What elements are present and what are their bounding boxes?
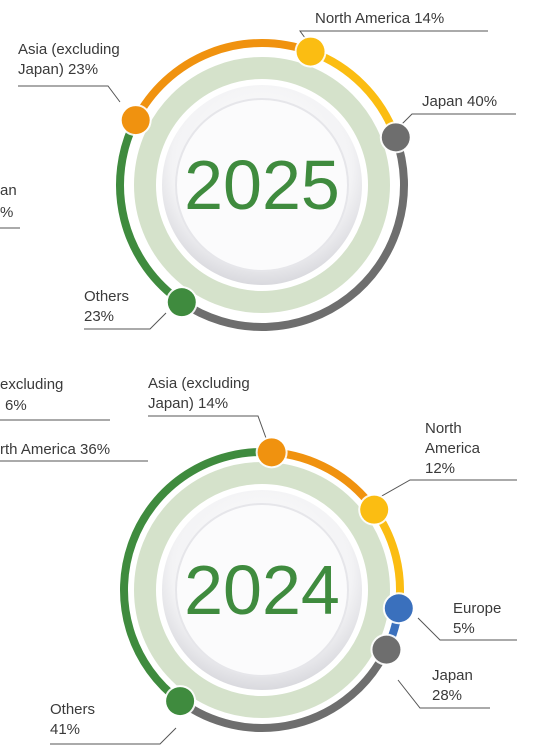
segment-label: Japan 28% — [432, 666, 502, 706]
segment-dot-fill — [381, 123, 410, 152]
leader-line — [397, 679, 490, 709]
segment-arc — [120, 448, 272, 705]
value-label: 23% — [68, 61, 99, 78]
cropped-text: % — [0, 204, 14, 221]
category-name: North America — [315, 10, 411, 27]
segment-dot-fill — [166, 687, 195, 716]
category-name: Others — [50, 701, 96, 718]
segment-label: North America 12% — [425, 419, 495, 479]
value-label: 40% — [467, 93, 498, 110]
segment-dot-fill — [167, 288, 196, 317]
inner-ring — [134, 462, 390, 718]
segment-label: Japan 40% — [422, 92, 522, 112]
segment-label: Asia (excluding Japan) 23% — [18, 40, 158, 80]
segment-dot-fill — [296, 37, 325, 66]
inner-ring — [134, 57, 390, 313]
leader-line — [148, 415, 267, 439]
category-name: Asia (excluding Japan) — [148, 375, 250, 412]
category-name: Europe — [453, 600, 502, 617]
inner-ring-edge — [156, 484, 368, 696]
segment-arc — [179, 136, 408, 331]
value-label: 23% — [84, 308, 115, 325]
leader-line — [379, 479, 517, 498]
center-face — [175, 98, 349, 272]
segment-label: North America 14% — [315, 9, 495, 29]
leader-line — [399, 113, 516, 127]
category-name: Japan — [432, 667, 473, 684]
leader-line — [50, 727, 177, 745]
segment-arc — [132, 39, 312, 122]
value-label: 41% — [50, 721, 81, 738]
segment-dot-fill — [360, 495, 389, 524]
segment-label: Others 23% — [84, 287, 144, 327]
cropped-text: rth America 36% — [0, 441, 111, 458]
value-label: 5% — [453, 620, 475, 637]
cropped-label: an — [0, 181, 17, 201]
segment-label: Others 41% — [50, 700, 120, 740]
leader-line — [18, 85, 121, 103]
cropped-text: an — [0, 182, 17, 199]
year-title: 2025 — [184, 146, 340, 224]
category-name: Asia (excluding Japan) — [18, 41, 120, 78]
inner-ring-edge — [156, 79, 368, 291]
center-face — [175, 503, 349, 677]
cropped-text: 6% — [5, 397, 27, 414]
year-title: 2024 — [184, 551, 340, 629]
cropped-label: % — [0, 203, 13, 223]
cropped-text: excluding — [0, 376, 64, 393]
segment-dot-fill — [257, 438, 286, 467]
category-name: North America — [425, 420, 481, 457]
value-label: 14% — [414, 10, 445, 27]
leader-line — [84, 312, 167, 330]
segment-dot-fill — [121, 106, 150, 135]
segment-dot-fill — [384, 594, 413, 623]
cropped-label: 6% — [5, 396, 27, 416]
segment-label: Asia (excluding Japan) 14% — [148, 374, 288, 414]
category-name: Japan — [422, 93, 463, 110]
value-label: 28% — [432, 687, 463, 704]
leader-line — [299, 30, 488, 43]
cropped-label: excluding — [0, 375, 63, 395]
segment-arc — [116, 118, 185, 306]
leader-line — [417, 617, 517, 641]
segment-label: Europe 5% — [453, 599, 523, 639]
value-label: 12% — [425, 460, 456, 477]
segment-dot-fill — [372, 635, 401, 664]
category-name: Others — [84, 288, 130, 305]
value-label: 14% — [198, 395, 229, 412]
segment-arc — [177, 647, 391, 732]
cropped-label: rth America 36% — [0, 440, 110, 460]
